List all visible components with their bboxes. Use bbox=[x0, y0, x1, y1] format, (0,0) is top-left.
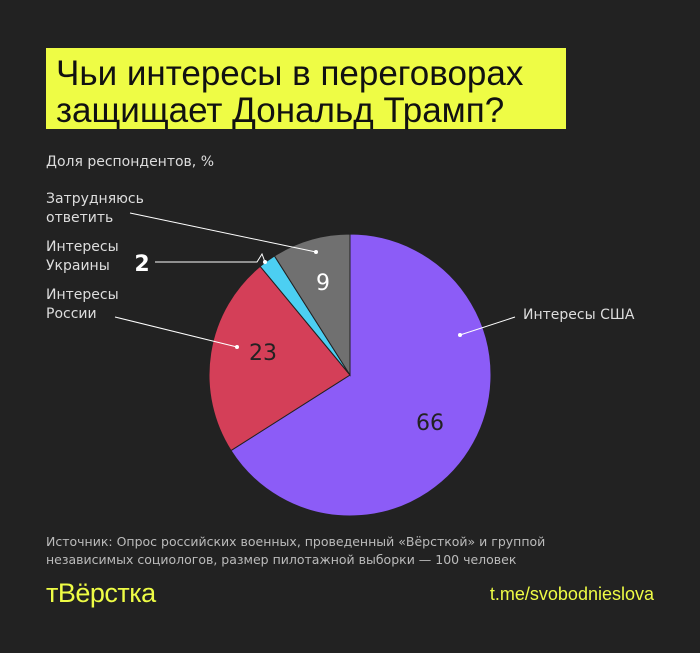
leader-dot bbox=[458, 333, 462, 337]
value-label: 9 bbox=[316, 271, 330, 296]
leader-line bbox=[459, 316, 516, 336]
chart-title: Чьи интересы в переговорах защищает Дона… bbox=[46, 48, 566, 129]
chart-subtitle: Доля респондентов, % bbox=[46, 154, 215, 170]
label-russia: Интересы России bbox=[46, 287, 119, 322]
leader-dot bbox=[314, 250, 318, 254]
title-line-1: Чьи интересы в переговорах bbox=[56, 54, 524, 93]
label-undecided: Затрудняюсь ответить bbox=[46, 191, 144, 226]
label-ukraine: Интересы Украины bbox=[46, 239, 119, 274]
pie-slice bbox=[230, 233, 492, 517]
title-line-2: защищает Дональд Трамп? bbox=[56, 91, 505, 130]
pie-slice bbox=[208, 265, 351, 452]
pie-slice bbox=[273, 233, 351, 377]
leader-line bbox=[129, 212, 317, 253]
leader-line bbox=[114, 316, 238, 348]
leader-line bbox=[155, 252, 266, 263]
leader-dot bbox=[235, 345, 239, 349]
telegram-link[interactable]: t.me/svobodnieslova bbox=[489, 584, 654, 604]
leader-dot bbox=[263, 260, 267, 264]
value-label: 23 bbox=[249, 341, 277, 366]
label-usa: Интересы США bbox=[523, 307, 635, 323]
value-label: 66 bbox=[416, 411, 444, 436]
value-label: 2 bbox=[134, 252, 149, 277]
source-note: Источник: Опрос российских военных, пров… bbox=[46, 534, 546, 567]
logo: тВёрстка bbox=[46, 578, 156, 608]
